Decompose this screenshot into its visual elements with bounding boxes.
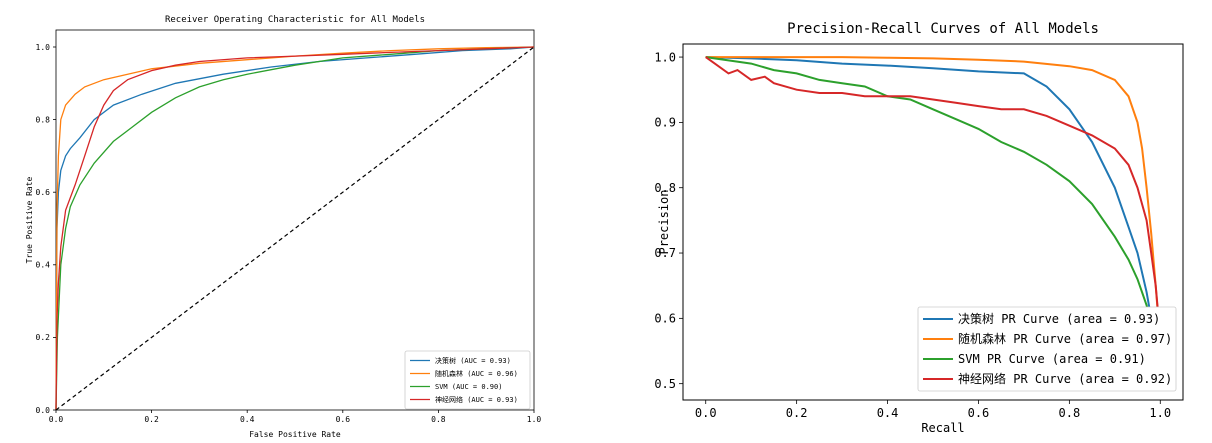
pr-axis-ticks: 0.0 0.2 0.4 0.6 0.8 1.0 0.5 0.6 0.7 0.8 0.9 1.0 — [654, 50, 1171, 420]
roc-series-line-2 — [55, 46, 535, 411]
roc-x-tick-label: 0.2 — [144, 415, 159, 424]
roc-y-tick-label: 1.0 — [36, 43, 51, 52]
pr-x-tick-label: 0.4 — [877, 406, 899, 420]
roc-legend-label-0: 决策树 (AUC = 0.93) — [435, 356, 511, 365]
pr-legend-label-3: 神经网络 PR Curve (area = 0.92) — [958, 371, 1172, 386]
pr-legend-label-0: 决策树 PR Curve (area = 0.93) — [958, 311, 1160, 326]
roc-x-tick-label: 0.4 — [240, 415, 255, 424]
roc-y-tick-label: 0.2 — [36, 333, 51, 342]
pr-series-line-3 — [705, 56, 1162, 338]
pr-x-tick-label: 1.0 — [1149, 406, 1171, 420]
pr-y-tick-label: 0.9 — [654, 116, 676, 130]
pr-x-tick-label: 0.6 — [968, 406, 990, 420]
roc-legend-label-2: SVM (AUC = 0.90) — [435, 383, 502, 391]
roc-diagonal-reference-line — [55, 46, 535, 411]
roc-legend-label-1: 随机森林 (AUC = 0.96) — [435, 369, 518, 378]
roc-y-tick-label: 0.0 — [36, 406, 51, 415]
pr-chart: Precision-Recall Curves of All Models 0.… — [654, 21, 1184, 435]
pr-y-tick-label: 0.8 — [654, 181, 676, 195]
roc-series-line-3 — [55, 46, 535, 411]
roc-curves — [55, 46, 535, 411]
roc-axis-ticks: 0.0 0.2 0.4 0.6 0.8 1.0 0.0 0.2 0.4 0.6 0.8 1.0 — [36, 43, 542, 424]
roc-y-tick-label: 0.4 — [36, 261, 51, 270]
roc-x-tick-label: 0.6 — [336, 415, 351, 424]
roc-legend-label-3: 神经网络 (AUC = 0.93) — [435, 395, 518, 404]
pr-series-line-1 — [705, 56, 1162, 345]
pr-y-tick-label: 0.6 — [654, 312, 676, 326]
pr-x-tick-label: 0.2 — [786, 406, 808, 420]
pr-y-tick-label: 0.5 — [654, 377, 676, 391]
roc-chart-title: Receiver Operating Characteristic for Al… — [165, 15, 425, 25]
roc-y-tick-label: 0.6 — [36, 188, 51, 197]
pr-legend: 决策树 PR Curve (area = 0.93) 随机森林 PR Curve … — [917, 306, 1177, 392]
roc-legend: 决策树 (AUC = 0.93) 随机森林 (AUC = 0.96) SVM (AU… — [404, 350, 531, 410]
pr-series-line-0 — [705, 56, 1162, 352]
pr-legend-box — [917, 306, 1177, 392]
roc-series-line-1 — [55, 46, 535, 411]
roc-series-line-0 — [55, 46, 535, 411]
roc-y-tick-label: 0.8 — [36, 115, 51, 124]
roc-plot-area — [55, 29, 535, 411]
pr-y-axis-label: Precision — [657, 189, 671, 254]
pr-x-tick-label: 0.8 — [1059, 406, 1081, 420]
pr-x-tick-label: 0.0 — [695, 406, 717, 420]
pr-chart-title: Precision-Recall Curves of All Models — [787, 21, 1099, 37]
pr-curves — [705, 56, 1162, 352]
roc-x-tick-label: 0.0 — [49, 415, 64, 424]
pr-y-tick-label: 0.7 — [654, 246, 676, 260]
pr-x-axis-label: Recall — [921, 421, 964, 435]
roc-x-tick-label: 0.8 — [431, 415, 446, 424]
roc-x-axis-label: False Positive Rate — [249, 430, 341, 439]
roc-y-axis-label: True Positive Rate — [25, 176, 34, 263]
pr-series-line-2 — [705, 56, 1157, 339]
pr-y-tick-label: 1.0 — [654, 50, 676, 64]
roc-legend-box — [404, 350, 531, 410]
roc-x-tick-label: 1.0 — [527, 415, 542, 424]
roc-chart: Receiver Operating Characteristic for Al… — [25, 15, 541, 439]
pr-legend-label-1: 随机森林 PR Curve (area = 0.97) — [958, 331, 1172, 346]
pr-plot-area — [682, 43, 1184, 401]
pr-legend-label-2: SVM PR Curve (area = 0.91) — [958, 352, 1146, 366]
